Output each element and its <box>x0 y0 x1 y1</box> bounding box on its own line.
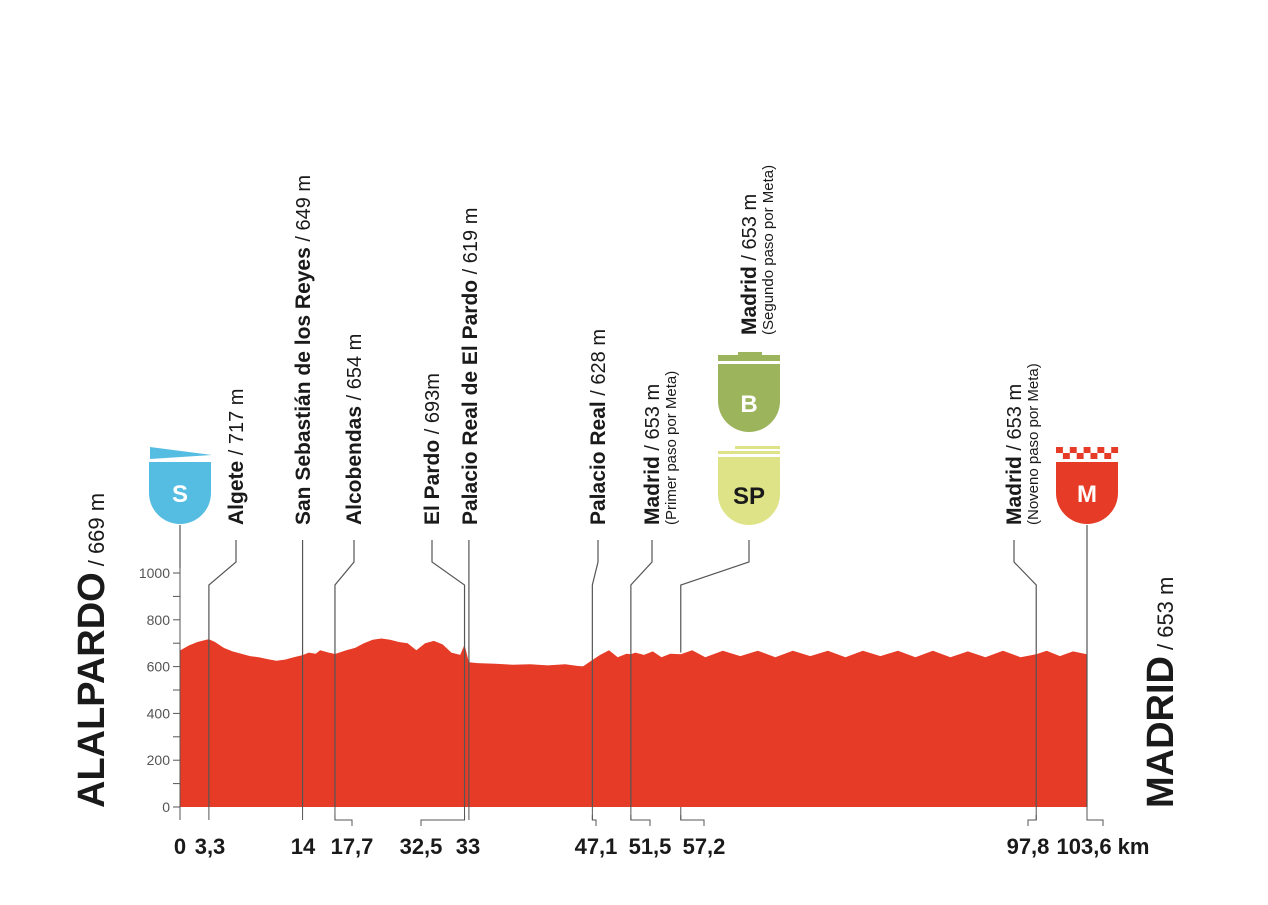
waypoint-sublabel: (Primer paso por Meta) <box>663 371 680 525</box>
waypoint-label: Alcobendas / 654 m <box>343 334 366 525</box>
x-tick-label: 33 <box>456 834 480 859</box>
y-tick-label: 0 <box>162 799 170 815</box>
leader-line <box>630 540 653 807</box>
y-tick-label: 1000 <box>139 565 170 581</box>
leader-line <box>208 540 237 807</box>
waypoint-label: Madrid / 653 m <box>738 194 761 335</box>
elevation-profile-area <box>180 638 1087 807</box>
waypoint-label: Algete / 717 m <box>225 389 248 525</box>
badges: S B SP M <box>149 352 1119 525</box>
x-tick-label: 97,8 <box>1007 834 1050 859</box>
sprint-badge-letter: SP <box>733 483 765 510</box>
finish-town-label: MADRID/ 653 m <box>1140 577 1182 808</box>
leader-line <box>591 540 599 807</box>
waypoint-leader-lines <box>179 525 1088 807</box>
waypoint-label: Palacio Real de El Pardo / 619 m <box>459 208 482 525</box>
x-tick-label: 57,2 <box>683 834 726 859</box>
start-town-label: ALALPARDO/ 669 m <box>71 493 113 808</box>
x-tick-label: 17,7 <box>331 834 374 859</box>
x-tick-label: 32,5 <box>400 834 443 859</box>
waypoint-sublabel: (Noveno paso por Meta) <box>1025 363 1042 525</box>
leader-line <box>1013 540 1037 807</box>
leader-line <box>680 540 750 653</box>
x-tick-label: 51,5 <box>629 834 672 859</box>
waypoint-labels: Algete / 717 m San Sebastián de los Reyes… <box>225 165 1042 525</box>
x-tick-label: 47,1 <box>575 834 618 859</box>
waypoint-sublabel: (Segundo paso por Meta) <box>760 165 777 335</box>
waypoint-label: El Pardo / 693m <box>421 373 444 525</box>
x-axis: 0 3,3 14 17,7 32,5 33 47,1 51,5 57,2 97,8 103,6 km <box>174 807 1150 859</box>
waypoint-label: Madrid / 653 m <box>1003 384 1026 525</box>
y-axis: 0 200 400 600 800 1000 <box>139 565 181 815</box>
finish-badge-letter: M <box>1077 481 1097 508</box>
x-tick-label: 103,6 km <box>1057 834 1150 859</box>
y-tick-label: 600 <box>147 659 171 675</box>
waypoint-label: Palacio Real / 628 m <box>587 329 610 525</box>
x-tick-label: 14 <box>291 834 316 859</box>
bonus-badge-letter: B <box>740 391 757 418</box>
x-tick-label: 0 <box>174 834 186 859</box>
start-badge-letter: S <box>172 481 188 508</box>
leader-line <box>431 540 466 807</box>
leader-line <box>334 540 355 807</box>
waypoint-label: Madrid / 653 m <box>641 384 664 525</box>
y-tick-label: 800 <box>147 612 171 628</box>
x-tick-label: 3,3 <box>195 834 226 859</box>
waypoint-label: San Sebastián de los Reyes / 649 m <box>292 175 315 525</box>
y-tick-label: 400 <box>147 705 171 721</box>
y-tick-label: 200 <box>147 752 171 768</box>
